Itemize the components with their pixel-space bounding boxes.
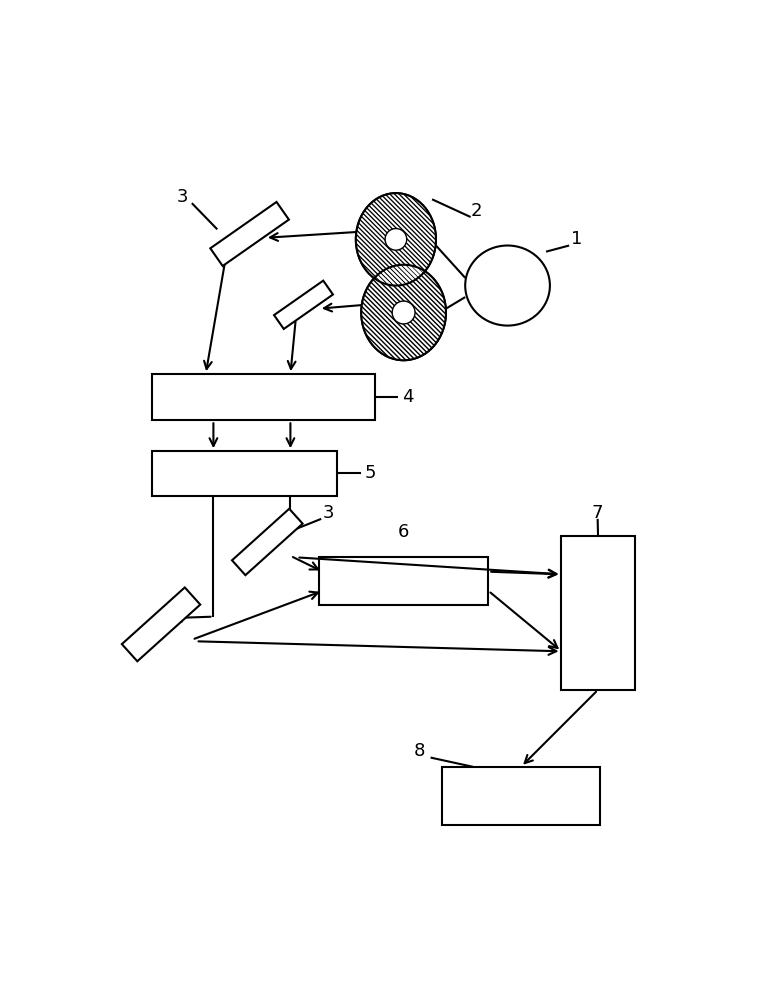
Ellipse shape <box>356 193 436 286</box>
Bar <box>152 451 337 496</box>
Text: 6: 6 <box>398 523 410 541</box>
Bar <box>274 281 333 329</box>
Bar <box>232 509 303 575</box>
Text: 7: 7 <box>592 504 604 522</box>
Text: 3: 3 <box>177 188 188 206</box>
Bar <box>319 557 488 605</box>
Ellipse shape <box>392 301 415 324</box>
Text: 4: 4 <box>402 388 413 406</box>
Bar <box>122 587 200 661</box>
Text: 2: 2 <box>471 202 483 220</box>
Text: 1: 1 <box>571 230 583 248</box>
Bar <box>152 374 375 420</box>
Ellipse shape <box>385 229 406 250</box>
Text: 3: 3 <box>323 504 335 522</box>
Text: 8: 8 <box>413 742 424 760</box>
Ellipse shape <box>361 265 446 360</box>
Text: 5: 5 <box>365 464 376 482</box>
Bar <box>562 536 635 690</box>
Bar <box>442 767 600 825</box>
Bar <box>211 202 289 266</box>
Ellipse shape <box>465 246 550 326</box>
